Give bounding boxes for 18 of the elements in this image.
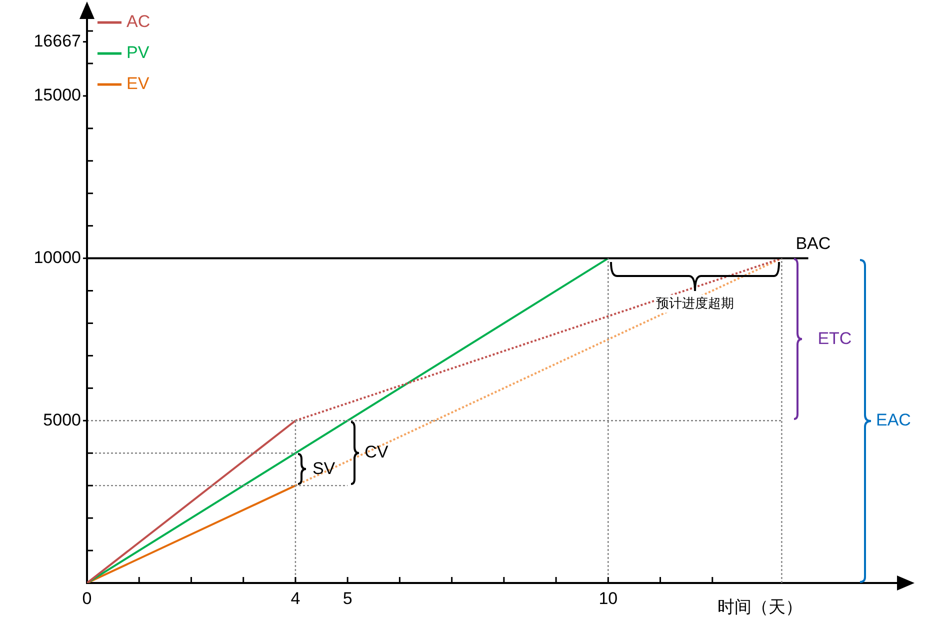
- annotation: 预计进度超期: [656, 295, 734, 310]
- annotation: CV: [364, 442, 389, 462]
- annotation: SV: [312, 459, 336, 478]
- x-tick-label: 10: [598, 588, 618, 608]
- legend-label: AC: [126, 12, 150, 32]
- x-tick-label: 4: [290, 588, 300, 608]
- legend-label: PV: [126, 43, 150, 62]
- x-tick-label: 0: [82, 588, 92, 608]
- y-tick-label: 5000: [43, 410, 81, 430]
- x-axis-title: 时间（天）: [718, 598, 802, 617]
- annotation: BAC: [796, 234, 831, 253]
- annotation: ETC: [818, 329, 852, 348]
- annotation: EAC: [876, 410, 911, 430]
- y-tick-label: 10000: [34, 248, 81, 267]
- x-tick-label: 5: [342, 588, 352, 608]
- y-tick-label: 15000: [34, 86, 81, 105]
- y-tick-label: 16667: [34, 31, 81, 50]
- legend-label: EV: [126, 74, 150, 94]
